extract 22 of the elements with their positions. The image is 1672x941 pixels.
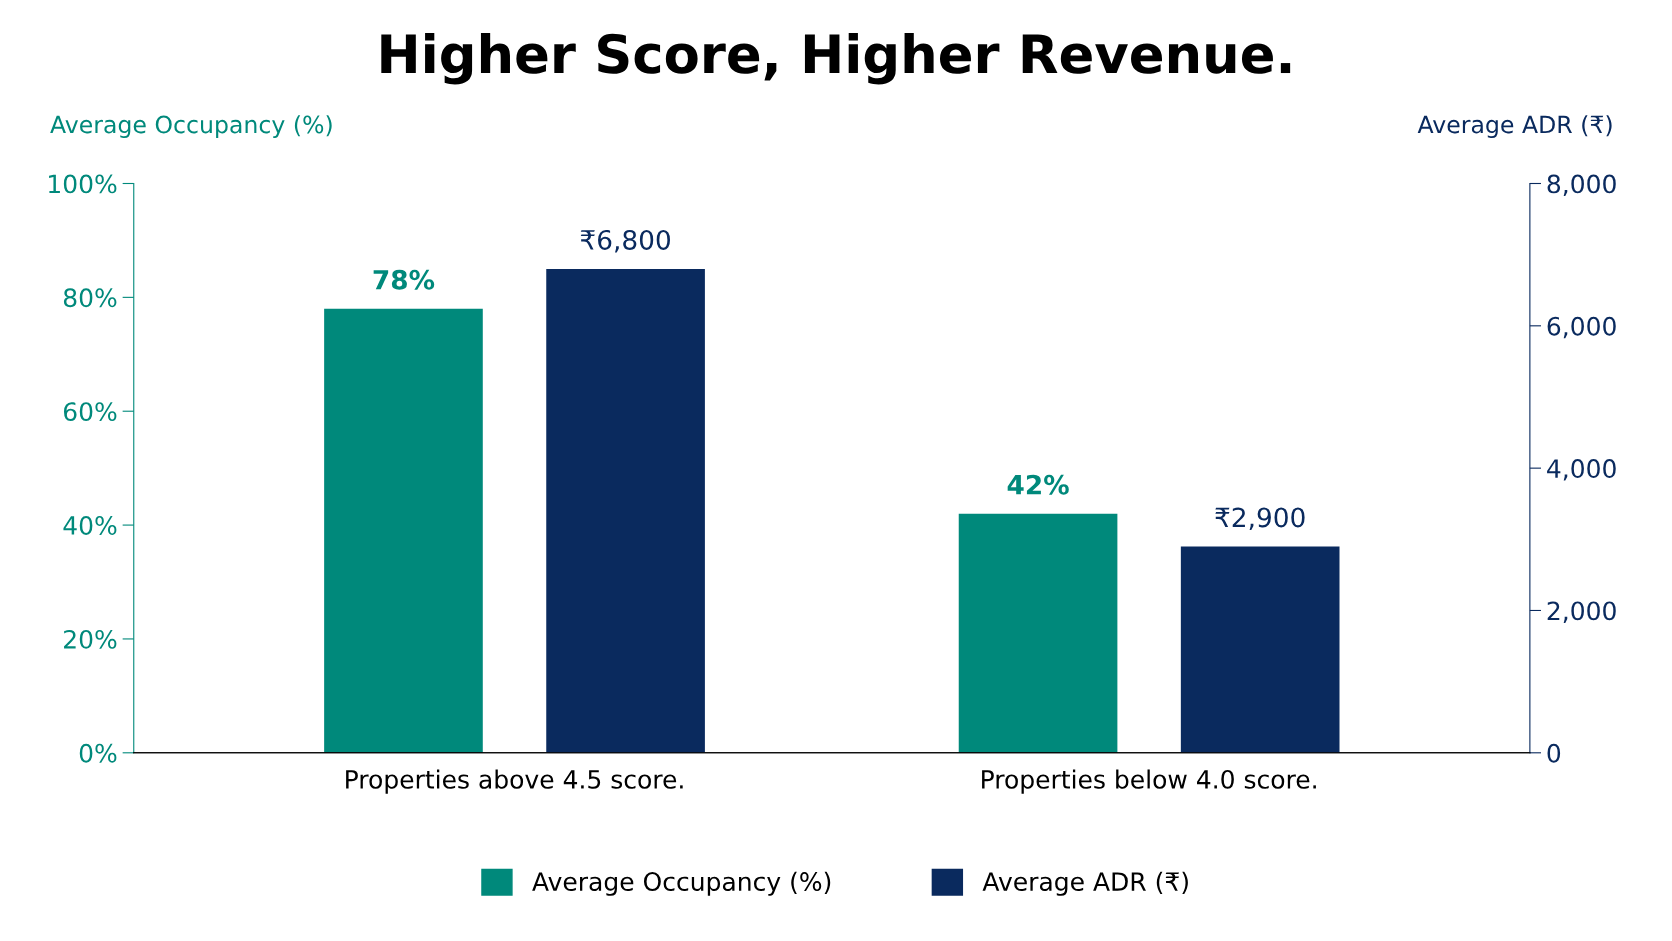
y-tick-label: 40%	[63, 516, 117, 535]
y-tick-label: 0%	[79, 743, 117, 763]
y-tick-label: 80%	[63, 288, 117, 308]
y2-tick-label: 6,000	[1547, 316, 1616, 339]
x-tick-label: Properties below 4.0 score.	[982, 769, 1316, 794]
x-tick-label: Properties above 4.5 score.	[346, 769, 683, 794]
y2-tick-label: 0	[1547, 743, 1561, 763]
y2-tick-label: 2,000	[1547, 601, 1616, 623]
y-axis-title: Average Occupancy (%)	[50, 115, 332, 138]
data-label: ₹2,900	[1215, 507, 1305, 531]
legend-label: Average Occupancy (%)	[532, 871, 831, 896]
y-tick-label: 20%	[64, 629, 117, 649]
y-tick-label: 60%	[63, 402, 117, 422]
y2-axis-title: Average ADR (₹)	[1417, 115, 1612, 138]
data-label: 78%	[373, 269, 435, 290]
data-label: 42%	[1007, 474, 1069, 495]
y2-tick-label: 4,000	[1547, 459, 1616, 481]
y2-tick-label: 8,000	[1547, 174, 1616, 196]
y-tick-label: 100%	[49, 174, 117, 194]
chart-title: Higher Score, Higher Revenue.	[381, 32, 1291, 85]
data-label: ₹6,800	[580, 229, 670, 253]
legend-label: Average ADR (₹)	[982, 871, 1188, 896]
